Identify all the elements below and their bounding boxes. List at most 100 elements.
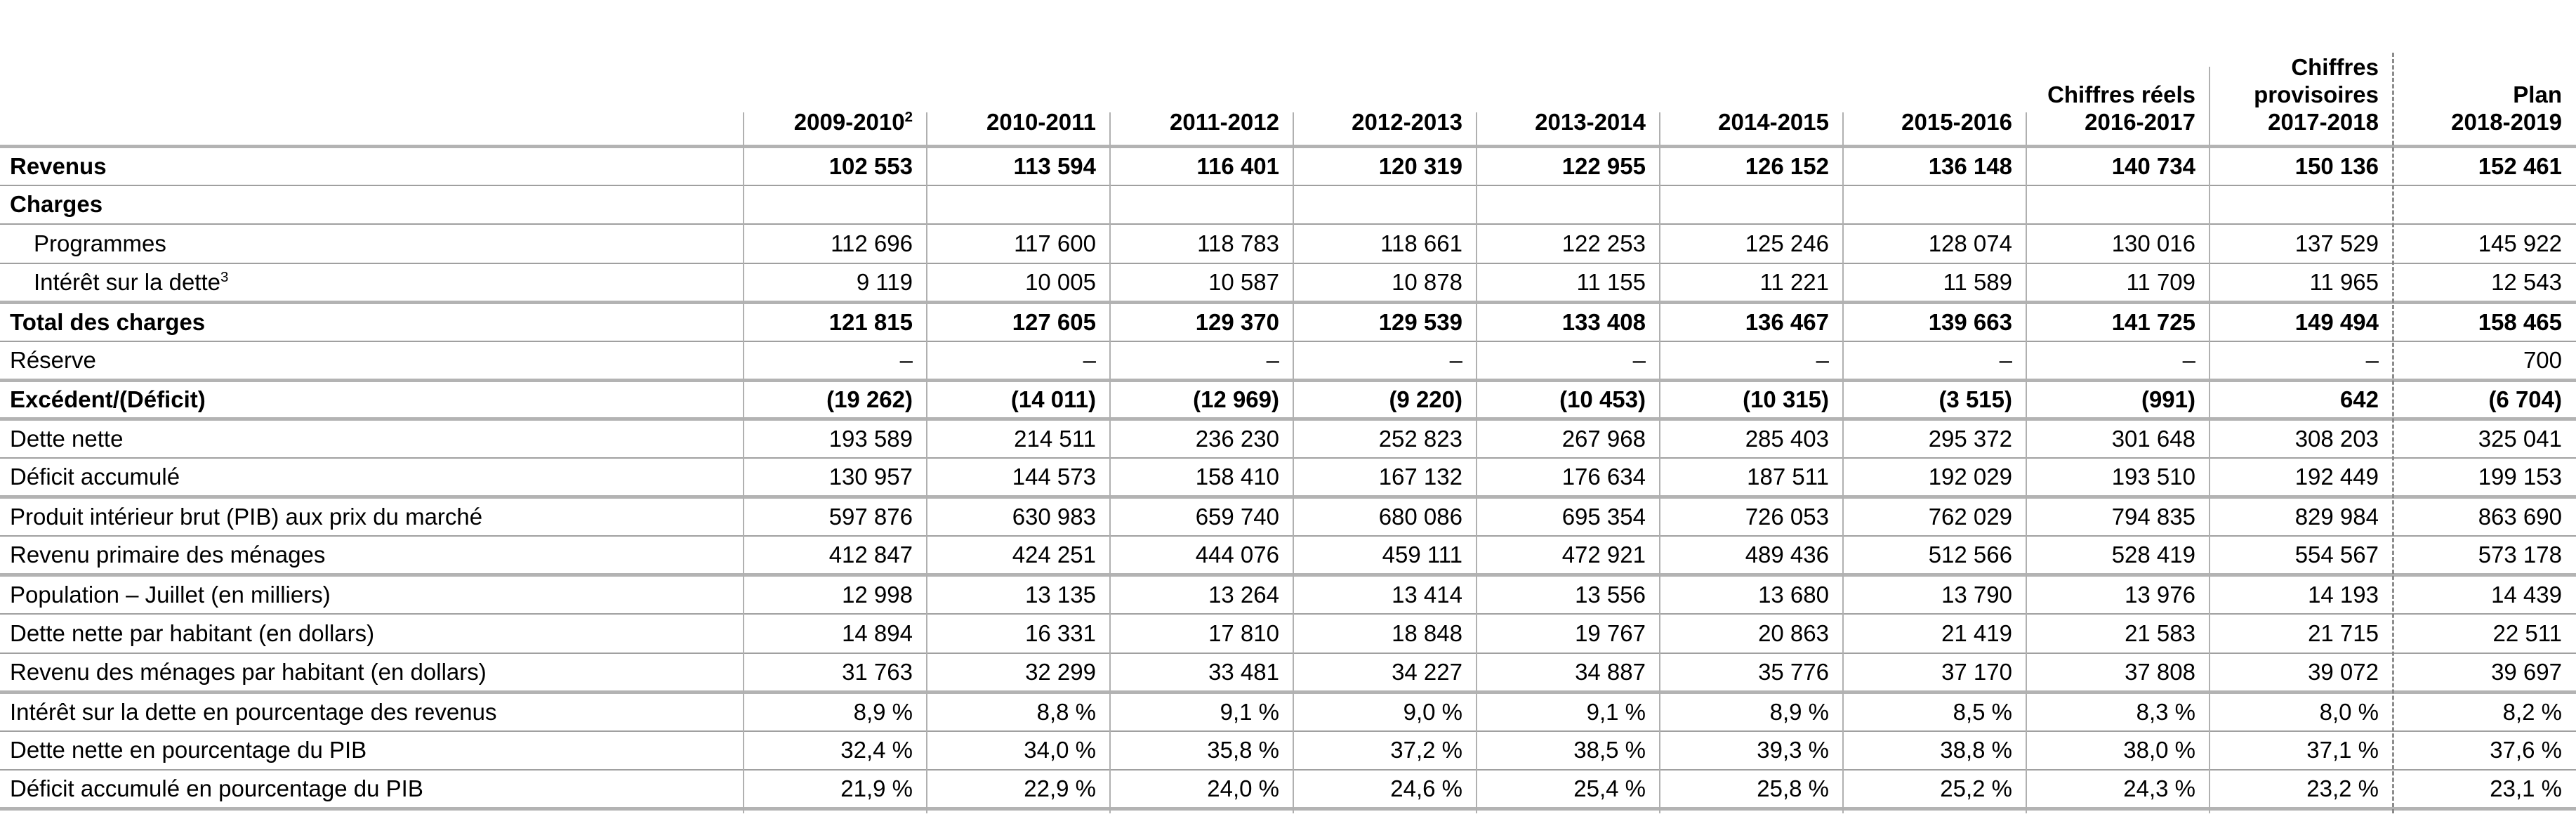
cell-value — [2393, 185, 2576, 225]
cell-value: 9 119 — [744, 263, 927, 304]
column-header-label: 2015-2016 — [1901, 108, 2012, 135]
column-header-line: 2011-2012 — [1110, 109, 1279, 136]
row-label: Intérêt sur la dette en pourcentage des … — [10, 698, 497, 725]
cell-value: – — [1843, 341, 2026, 382]
row-label-cell: Dette nette en pourcentage du PIB — [0, 730, 744, 771]
cell-value: 472 921 — [1477, 536, 1660, 577]
cell-value: 13 264 — [1110, 575, 1293, 615]
cell-value: 863 690 — [2393, 497, 2576, 537]
cell-value: 21 583 — [2026, 614, 2210, 654]
row-label-cell: Déficit accumulé — [0, 458, 744, 499]
cell-value: 121 815 — [744, 302, 927, 342]
cell-value: 700 — [2393, 341, 2576, 382]
cell-value: 118 661 — [1293, 224, 1477, 264]
cell-value — [2026, 185, 2210, 225]
cell-value: 489 436 — [1660, 536, 1843, 577]
cell-value: 22,9 % — [927, 770, 1110, 811]
cell-value: 301 648 — [2026, 419, 2210, 459]
column-header: 2011-2012 — [1110, 0, 1293, 148]
cell-value: 113 594 — [927, 146, 1110, 186]
cell-value: 12 543 — [2393, 263, 2576, 304]
cell-value: 424 251 — [927, 536, 1110, 577]
cell-value — [1660, 185, 1843, 225]
cell-value: 13 135 — [927, 575, 1110, 615]
column-header-label: Chiffres réels — [2047, 81, 2195, 107]
cell-value: 11 709 — [2026, 263, 2210, 304]
cell-value: 192 029 — [1843, 458, 2026, 499]
cell-value: 34 887 — [1477, 653, 1660, 694]
row-label-cell: Total des charges — [0, 302, 744, 342]
cell-value: 145 922 — [2393, 224, 2576, 264]
column-header: 2012-2013 — [1293, 0, 1477, 148]
cell-value: – — [927, 341, 1110, 382]
cell-value: 459 111 — [1293, 536, 1477, 577]
row-label: Déficit accumulé en pourcentage du PIB — [10, 775, 423, 801]
row-label-cell: Revenus — [0, 146, 744, 186]
cell-value: 214 511 — [927, 419, 1110, 459]
table-row: Population – Juillet (en milliers) 12 998… — [0, 575, 2576, 615]
cell-value: 11 221 — [1660, 263, 1843, 304]
cell-value: 136 467 — [1660, 302, 1843, 342]
cell-value: 285 403 — [1660, 419, 1843, 459]
cell-value: 38,5 % — [1477, 730, 1660, 771]
row-label: Produit intérieur brut (PIB) aux prix du… — [10, 504, 483, 530]
cell-value: 11 155 — [1477, 263, 1660, 304]
cell-value: 167 132 — [1293, 458, 1477, 499]
cell-value: 14 439 — [2393, 575, 2576, 615]
row-label-cell: Programmes — [0, 224, 744, 264]
cell-value: 32,4 % — [744, 730, 927, 771]
cell-value: 152 461 — [2393, 146, 2576, 186]
cell-value: 8,9 % — [1660, 692, 1843, 732]
column-separator — [743, 112, 744, 813]
column-header-label: Plan — [2513, 81, 2562, 107]
row-label-cell: Déficit accumulé en pourcentage du PIB — [0, 770, 744, 811]
cell-value: 13 556 — [1477, 575, 1660, 615]
cell-value: 122 955 — [1477, 146, 1660, 186]
column-header-label: 2010-2011 — [986, 108, 1096, 135]
row-label-cell: Population – Juillet (en milliers) — [0, 575, 744, 615]
table-row: Dette nette par habitant (en dollars) 14 … — [0, 614, 2576, 654]
cell-value: 37,6 % — [2393, 730, 2576, 771]
cell-value: 37 808 — [2026, 653, 2210, 694]
cell-value: 267 968 — [1477, 419, 1660, 459]
column-header-label: 2014-2015 — [1718, 108, 1829, 135]
cell-value: (10 453) — [1477, 380, 1660, 421]
cell-value: 38,0 % — [2026, 730, 2210, 771]
cell-value: 23,2 % — [2210, 770, 2393, 811]
cell-value: 12 998 — [744, 575, 927, 615]
cell-value: – — [744, 341, 927, 382]
cell-value — [744, 185, 927, 225]
cell-value: 23,1 % — [2393, 770, 2576, 811]
column-separator — [926, 112, 927, 813]
row-label: Déficit accumulé — [10, 464, 180, 490]
cell-value: 128 074 — [1843, 224, 2026, 264]
cell-value: 512 566 — [1843, 536, 2026, 577]
row-label: Charges — [10, 191, 103, 218]
row-label: Dette nette — [10, 426, 124, 452]
cell-value: 158 410 — [1110, 458, 1293, 499]
cell-value: 141 725 — [2026, 302, 2210, 342]
row-label-cell: Produit intérieur brut (PIB) aux prix du… — [0, 497, 744, 537]
cell-value: 137 529 — [2210, 224, 2393, 264]
column-header-label: 2018-2019 — [2451, 108, 2562, 135]
cell-value: (9 220) — [1293, 380, 1477, 421]
column-header-line: Chiffres réels — [2026, 81, 2195, 109]
cell-value: 144 573 — [927, 458, 1110, 499]
cell-value: 14 894 — [744, 614, 927, 654]
cell-value: 126 152 — [1660, 146, 1843, 186]
cell-value: – — [2026, 341, 2210, 382]
column-header-line: 2016-2017 — [2026, 109, 2195, 136]
table-row: Intérêt sur la dette en pourcentage des … — [0, 692, 2576, 732]
cell-value: 8,9 % — [744, 692, 927, 732]
cell-value: 573 178 — [2393, 536, 2576, 577]
cell-value: 39 697 — [2393, 653, 2576, 694]
row-label: Total des charges — [10, 308, 206, 335]
footnote-marker: 2 — [904, 108, 913, 125]
cell-value — [1477, 185, 1660, 225]
cell-value: 13 976 — [2026, 575, 2210, 615]
table-row: Déficit accumulé 130 957 144 573 158 410 167… — [0, 458, 2576, 499]
cell-value: 127 605 — [927, 302, 1110, 342]
column-header: 2013-2014 — [1477, 0, 1660, 148]
cell-value — [927, 185, 1110, 225]
